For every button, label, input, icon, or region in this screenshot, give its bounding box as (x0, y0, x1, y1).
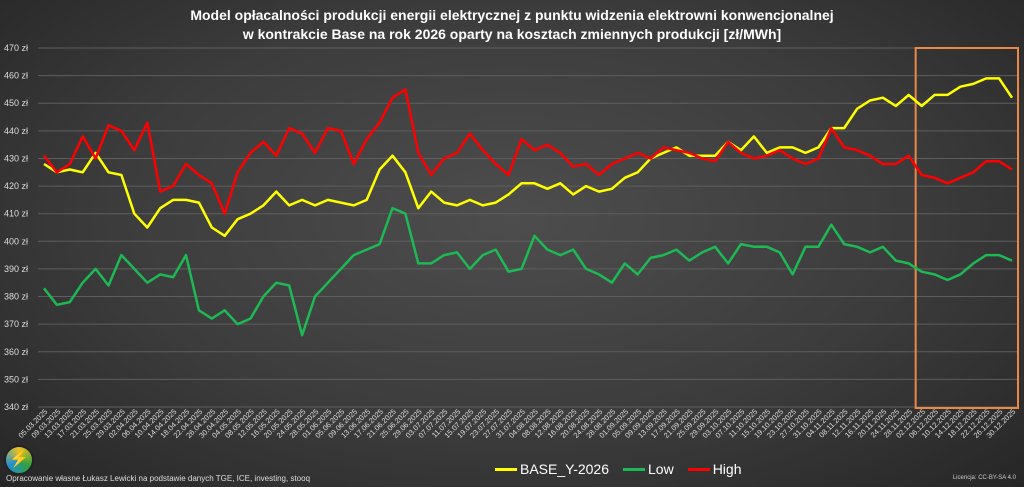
y-tick-label: 410 zł (4, 209, 28, 219)
legend-swatch-base (495, 467, 517, 471)
chart-title-line-1: Model opłacalności produkcji energii ele… (190, 7, 834, 23)
y-tick-label: 430 zł (4, 153, 28, 163)
y-tick-label: 370 zł (4, 319, 28, 329)
legend-item-high: High (687, 461, 742, 477)
y-tick-label: 460 zł (4, 71, 28, 81)
y-tick-label: 360 zł (4, 347, 28, 357)
legend-label-high: High (712, 461, 742, 477)
y-tick-label: 340 zł (4, 402, 28, 412)
source-note: Opracowanie własne Łukasz Lewicki na pod… (6, 474, 311, 483)
y-tick-label: 380 zł (4, 292, 28, 302)
legend-swatch-high (687, 467, 710, 471)
series-line-high (43, 88, 1013, 215)
y-tick-label: 350 zł (4, 374, 28, 384)
chart-title-line-2: w kontrakcie Base na rok 2026 oparty na … (242, 26, 782, 42)
series-line-low (43, 206, 1013, 337)
y-tick-label: 450 zł (4, 98, 28, 108)
legend-item-base: BASE_Y-2026 (495, 461, 609, 477)
license-note: Licencja: CC-BY-SA 4.0 (952, 475, 1016, 481)
lightning-logo-icon: ⚡ (4, 445, 34, 475)
y-tick-label: 440 zł (4, 126, 28, 136)
highlight-box (914, 47, 1019, 409)
legend-label-base: BASE_Y-2026 (520, 461, 609, 477)
y-tick-label: 390 zł (4, 264, 28, 274)
y-tick-label: 420 zł (4, 181, 28, 191)
y-tick-label: 400 zł (4, 236, 28, 246)
legend-swatch-low (623, 467, 645, 471)
y-tick-label: 470 zł (4, 43, 28, 53)
series-line-base-y-2026 (43, 77, 1014, 238)
legend-item-low: Low (623, 461, 674, 477)
legend-label-low: Low (648, 461, 674, 477)
legend: BASE_Y-2026 Low High (495, 461, 741, 477)
